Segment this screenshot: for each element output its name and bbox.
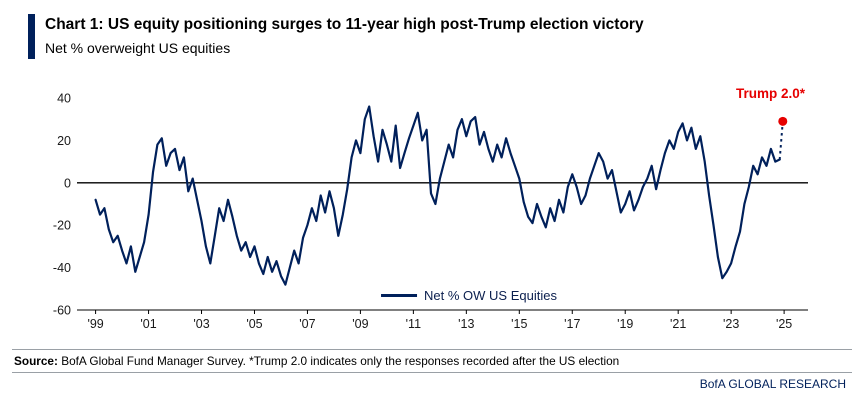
chart-legend: Net % OW US Equities xyxy=(381,288,557,303)
source-line: Source: BofA Global Fund Manager Survey.… xyxy=(14,354,619,368)
svg-text:'13: '13 xyxy=(458,317,474,331)
svg-text:-40: -40 xyxy=(53,261,71,275)
svg-text:'23: '23 xyxy=(723,317,739,331)
chart-subtitle: Net % overweight US equities xyxy=(45,40,231,57)
svg-text:'05: '05 xyxy=(246,317,262,331)
brand-text: BofA GLOBAL RESEARCH xyxy=(699,377,846,391)
svg-text:'21: '21 xyxy=(670,317,686,331)
svg-text:'15: '15 xyxy=(511,317,527,331)
chart-title: Chart 1: US equity positioning surges to… xyxy=(45,16,644,33)
positioning-line-chart: '99 '01 '03 '05 '07 '09 '11 '13 '15 '17 '19 '21 '23 '… xyxy=(53,92,808,331)
svg-text:-60: -60 xyxy=(53,304,71,318)
svg-text:'19: '19 xyxy=(617,317,633,331)
svg-text:'03: '03 xyxy=(193,317,209,331)
svg-text:0: 0 xyxy=(64,176,71,190)
svg-text:'25: '25 xyxy=(776,317,792,331)
source-text: BofA Global Fund Manager Survey. *Trump … xyxy=(57,354,620,368)
svg-text:'17: '17 xyxy=(564,317,580,331)
svg-text:20: 20 xyxy=(57,134,71,148)
svg-text:40: 40 xyxy=(57,92,71,106)
legend-label: Net % OW US Equities xyxy=(424,288,557,303)
svg-text:'01: '01 xyxy=(140,317,156,331)
chart-area: '99 '01 '03 '05 '07 '09 '11 '13 '15 '17 '19 '21 '23 '… xyxy=(0,82,862,340)
svg-text:'11: '11 xyxy=(406,317,421,331)
svg-text:-20: -20 xyxy=(53,219,71,233)
source-label: Source: xyxy=(14,354,58,368)
svg-text:'07: '07 xyxy=(299,317,315,331)
divider-above-source xyxy=(12,349,852,350)
chart-header: Chart 1: US equity positioning surges to… xyxy=(28,14,644,60)
svg-text:'99: '99 xyxy=(87,317,103,331)
svg-text:'09: '09 xyxy=(352,317,368,331)
legend-line-swatch xyxy=(381,294,418,297)
divider-above-brand xyxy=(12,372,852,373)
trump-annotation-label: Trump 2.0* xyxy=(736,86,806,101)
accent-bar xyxy=(28,14,35,60)
